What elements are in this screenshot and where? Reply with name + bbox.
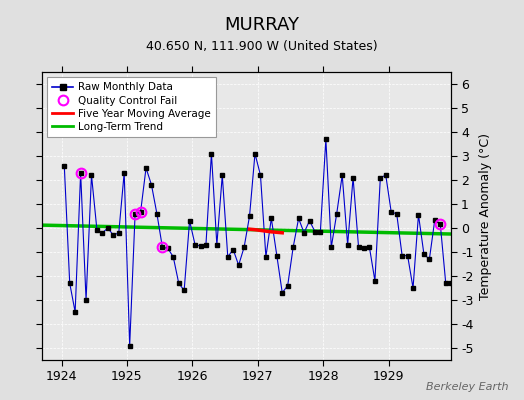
Text: Berkeley Earth: Berkeley Earth (426, 382, 508, 392)
Text: MURRAY: MURRAY (224, 16, 300, 34)
Y-axis label: Temperature Anomaly (°C): Temperature Anomaly (°C) (479, 132, 492, 300)
Legend: Raw Monthly Data, Quality Control Fail, Five Year Moving Average, Long-Term Tren: Raw Monthly Data, Quality Control Fail, … (47, 77, 216, 137)
Text: 40.650 N, 111.900 W (United States): 40.650 N, 111.900 W (United States) (146, 40, 378, 53)
